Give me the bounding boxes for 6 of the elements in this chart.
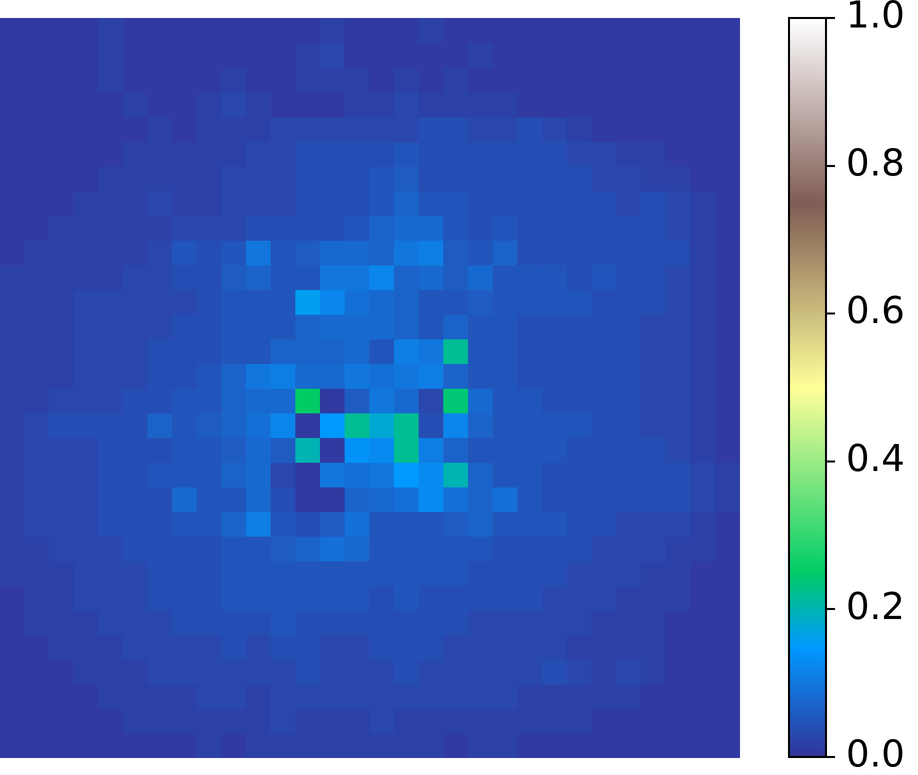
color-bar-label: 1.0 bbox=[846, 0, 905, 37]
color-bar-label: 0.0 bbox=[846, 732, 905, 775]
color-bar-label: 0.4 bbox=[846, 437, 905, 480]
color-bar-label: 0.8 bbox=[846, 141, 905, 184]
color-bar-label: 0.2 bbox=[846, 584, 905, 628]
color-bar-label: 0.6 bbox=[846, 289, 905, 332]
